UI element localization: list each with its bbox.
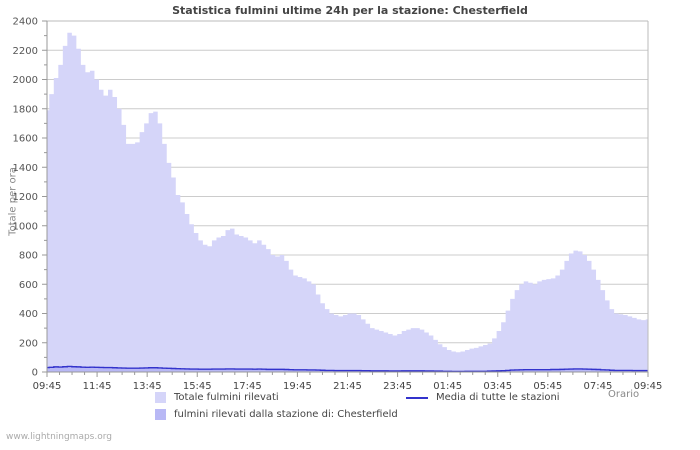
svg-text:400: 400 xyxy=(19,309,38,320)
svg-text:07:45: 07:45 xyxy=(584,381,613,392)
svg-text:200: 200 xyxy=(19,338,38,349)
chart-legend: Totale fulmini rilevati fulmini rilevati… xyxy=(0,392,700,432)
svg-text:2000: 2000 xyxy=(13,75,38,86)
svg-text:1800: 1800 xyxy=(13,104,38,115)
svg-text:1600: 1600 xyxy=(13,134,38,145)
svg-text:600: 600 xyxy=(19,280,38,291)
legend-label-average: Media di tutte le stazioni xyxy=(436,392,560,403)
legend-swatch-station-icon xyxy=(155,409,166,420)
chart-title: Statistica fulmini ultime 24h per la sta… xyxy=(172,4,528,17)
svg-text:23:45: 23:45 xyxy=(383,381,412,392)
x-axis-tick-labels: 09:45 11:45 13:45 15:45 17:45 19:45 21:45 23:45… xyxy=(33,381,663,392)
x-axis-ticks xyxy=(46,372,649,377)
series-line-average xyxy=(47,365,648,373)
svg-text:03:45: 03:45 xyxy=(483,381,512,392)
svg-text:01:45: 01:45 xyxy=(433,381,462,392)
svg-text:13:45: 13:45 xyxy=(133,381,162,392)
svg-text:09:45: 09:45 xyxy=(634,381,663,392)
series-area-station xyxy=(47,366,648,372)
legend-item-station: fulmini rilevati dalla stazione di: Ches… xyxy=(155,409,398,420)
svg-text:800: 800 xyxy=(19,251,38,262)
svg-text:1000: 1000 xyxy=(13,221,38,232)
series-area-total xyxy=(47,32,648,372)
legend-label-station: fulmini rilevati dalla stazione di: Ches… xyxy=(174,409,398,420)
svg-text:05:45: 05:45 xyxy=(533,381,562,392)
svg-text:19:45: 19:45 xyxy=(283,381,312,392)
svg-text:17:45: 17:45 xyxy=(233,381,262,392)
legend-item-total: Totale fulmini rilevati xyxy=(155,392,279,403)
svg-text:0: 0 xyxy=(32,368,38,379)
svg-text:21:45: 21:45 xyxy=(333,381,362,392)
x-axis-title: Orario xyxy=(608,389,640,400)
svg-text:09:45: 09:45 xyxy=(33,381,62,392)
legend-item-average: Media di tutte le stazioni xyxy=(406,392,560,403)
y-axis-tick-labels: 0 200 400 600 800 1000 1200 1400 1600 1800 2000 220… xyxy=(13,17,38,379)
legend-label-total: Totale fulmini rilevati xyxy=(174,392,279,403)
svg-text:1400: 1400 xyxy=(13,163,38,174)
svg-text:2200: 2200 xyxy=(13,46,38,57)
legend-line-average-icon xyxy=(406,396,428,399)
y-axis-ticks xyxy=(42,20,47,373)
watermark: www.lightningmaps.org xyxy=(6,432,112,442)
svg-text:1200: 1200 xyxy=(13,192,38,203)
plot-area: 0 200 400 600 800 1000 1200 1400 1600 1800 2000 220… xyxy=(13,17,663,393)
legend-swatch-total-icon xyxy=(155,392,166,403)
svg-text:15:45: 15:45 xyxy=(183,381,212,392)
svg-text:2400: 2400 xyxy=(13,17,38,28)
svg-text:11:45: 11:45 xyxy=(83,381,112,392)
